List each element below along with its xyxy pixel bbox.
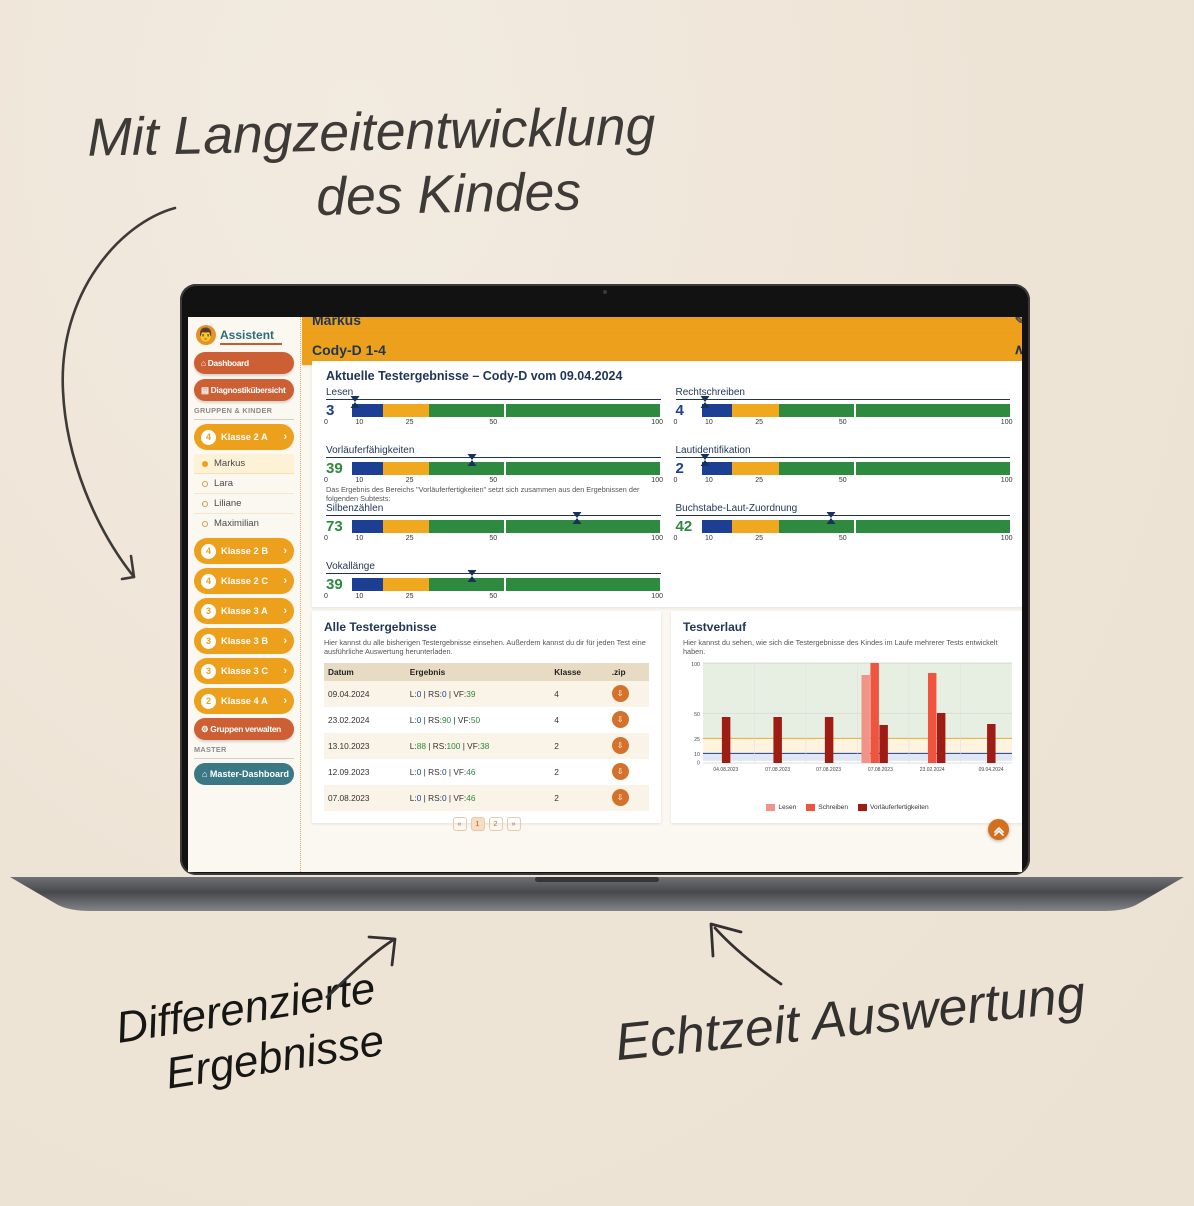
svg-text:25: 25 — [694, 737, 700, 743]
svg-text:07.08.2023: 07.08.2023 — [816, 767, 841, 773]
svg-text:07.08.2023: 07.08.2023 — [868, 767, 893, 773]
svg-text:09.04.2024: 09.04.2024 — [979, 767, 1004, 773]
svg-text:23.02.2024: 23.02.2024 — [920, 767, 945, 773]
svg-text:04.08.2023: 04.08.2023 — [713, 767, 738, 773]
svg-text:07.08.2023: 07.08.2023 — [765, 767, 790, 773]
svg-text:0: 0 — [697, 760, 700, 766]
svg-text:50: 50 — [694, 712, 700, 718]
svg-text:10: 10 — [694, 752, 700, 758]
svg-text:100: 100 — [691, 662, 700, 668]
